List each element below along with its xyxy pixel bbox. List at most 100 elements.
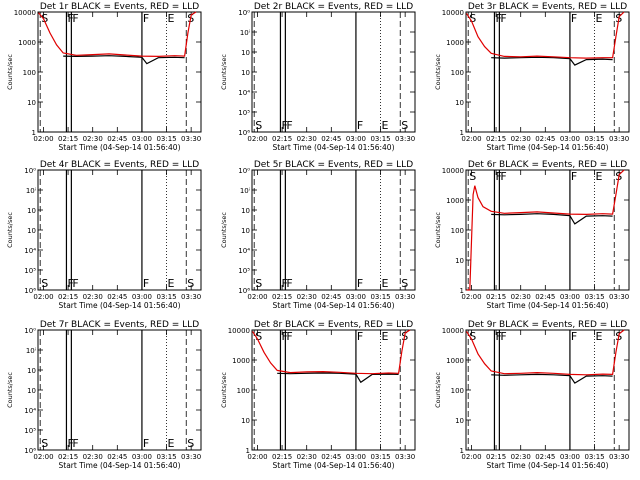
chart-title: Det 5r BLACK = Events, RED = LLD xyxy=(254,160,413,170)
y-axis-label: Counts/sec xyxy=(6,372,14,408)
x-tick-label: 03:15 xyxy=(584,453,604,461)
x-tick-label: 02:45 xyxy=(321,293,341,301)
y-axis-label: Counts/sec xyxy=(220,372,228,408)
event-marker-label: F xyxy=(571,330,577,343)
event-marker-label: S xyxy=(41,437,48,450)
y-tick-label: 10⁳ xyxy=(241,227,250,235)
x-tick-label: 03:00 xyxy=(346,453,366,461)
y-tick-label: 10⁵ xyxy=(238,267,250,275)
y-axis-label: Counts/sec xyxy=(434,212,442,248)
x-tick-label: 02:30 xyxy=(83,135,103,143)
x-tick-label: 02:00 xyxy=(33,135,53,143)
y-tick-label: 10 xyxy=(241,417,250,425)
y-tick-label: 10 xyxy=(455,417,464,425)
event-marker-label: F xyxy=(500,170,506,183)
plot-frame xyxy=(466,170,629,290)
chart-panel-det-9: Det 9r BLACK = Events, RED = LLD 1 10 100 10… xyxy=(434,320,629,470)
series-line-black xyxy=(277,373,398,382)
chart-title: Det 4r BLACK = Events, RED = LLD xyxy=(40,160,199,170)
y-axis-label: Counts/sec xyxy=(220,212,228,248)
event-marker-label: E xyxy=(168,277,175,290)
y-tick-label: 1000 xyxy=(446,39,464,47)
x-tick-label: 03:30 xyxy=(395,453,415,461)
x-tick-label: 02:15 xyxy=(58,135,78,143)
x-tick-label: 02:30 xyxy=(297,135,317,143)
event-marker-label: E xyxy=(596,170,603,183)
x-tick-label: 03:00 xyxy=(132,293,152,301)
y-tick-label: 10000 xyxy=(442,167,464,175)
y-tick-label: 10⁴ xyxy=(238,89,250,97)
event-marker-label: S xyxy=(255,119,262,132)
x-tick-label: 02:00 xyxy=(247,453,267,461)
chart-title: Det 9r BLACK = Events, RED = LLD xyxy=(468,320,627,330)
event-marker-label: E xyxy=(382,277,389,290)
y-tick-label: 10000 xyxy=(442,9,464,17)
x-axis-label: Start Time (04-Sep-14 01:56:40) xyxy=(487,143,609,152)
event-marker-label: S xyxy=(187,277,194,290)
x-tick-label: 02:15 xyxy=(58,293,78,301)
x-tick-label: 03:00 xyxy=(132,135,152,143)
chart-title: Det 6r BLACK = Events, RED = LLD xyxy=(468,160,627,170)
plot-frame xyxy=(252,12,415,132)
chart-title: Det 3r BLACK = Events, RED = LLD xyxy=(468,2,627,12)
y-tick-label: 100 xyxy=(23,69,36,77)
x-tick-label: 03:00 xyxy=(560,453,580,461)
x-tick-label: 02:15 xyxy=(486,135,506,143)
x-tick-label: 03:15 xyxy=(370,293,390,301)
event-marker-label: F xyxy=(357,277,363,290)
y-tick-label: 10⁲ xyxy=(27,367,36,375)
event-marker-label: F xyxy=(286,119,292,132)
event-marker-label: E xyxy=(168,437,175,450)
x-tick-label: 02:30 xyxy=(511,293,531,301)
y-tick-label: 1000 xyxy=(232,357,250,365)
x-axis-label: Start Time (04-Sep-14 01:56:40) xyxy=(59,143,181,152)
x-axis-label: Start Time (04-Sep-14 01:56:40) xyxy=(59,461,181,470)
chart-panel-det-1: Det 1r BLACK = Events, RED = LLD11010010… xyxy=(6,2,201,152)
chart-panel-det-5: Det 5r BLACK = Events, RED = LLD 10⁶ 10⁵ 10… xyxy=(220,160,415,310)
y-tick-label: 10⁲ xyxy=(241,207,250,215)
y-axis-label: Counts/sec xyxy=(6,212,14,248)
y-tick-label: 10000 xyxy=(14,9,36,17)
x-tick-label: 03:00 xyxy=(132,453,152,461)
x-tick-label: 02:45 xyxy=(535,135,555,143)
chart-panel-det-8: Det 8r BLACK = Events, RED = LLD 1 10 100 10… xyxy=(220,320,415,470)
y-tick-label: 10⁳ xyxy=(241,69,250,77)
x-tick-label: 02:45 xyxy=(535,453,555,461)
plot-frame xyxy=(38,330,201,450)
x-tick-label: 03:30 xyxy=(609,453,629,461)
y-tick-label: 10⁴ xyxy=(24,247,36,255)
y-tick-label: 1000 xyxy=(446,197,464,205)
y-axis-label: Counts/sec xyxy=(434,54,442,90)
event-marker-label: S xyxy=(41,277,48,290)
y-tick-label: 10⁲ xyxy=(241,49,250,57)
chart-title: Det 2r BLACK = Events, RED = LLD xyxy=(254,2,413,12)
x-tick-label: 02:45 xyxy=(321,453,341,461)
y-tick-label: 10⁲ xyxy=(27,207,36,215)
x-tick-label: 03:15 xyxy=(370,453,390,461)
y-tick-label: 10⁰ xyxy=(24,167,36,175)
x-tick-label: 03:30 xyxy=(181,453,201,461)
x-tick-label: 03:15 xyxy=(584,293,604,301)
chart-title: Det 7r BLACK = Events, RED = LLD xyxy=(40,320,199,330)
x-tick-label: 02:15 xyxy=(486,453,506,461)
chart-panel-det-7: Det 7r BLACK = Events, RED = LLD10⁶10⁵10… xyxy=(6,320,201,470)
y-tick-label: 1000 xyxy=(446,357,464,365)
x-tick-label: 02:15 xyxy=(486,293,506,301)
y-tick-label: 10 xyxy=(27,99,36,107)
y-tick-label: 10⁵ xyxy=(24,427,36,435)
event-marker-label: E xyxy=(596,330,603,343)
plot-frame xyxy=(466,12,629,132)
y-tick-label: 10⁵ xyxy=(238,109,250,117)
chart-panel-det-6: Det 6r BLACK = Events, RED = LLD 1 10 100 10… xyxy=(434,160,629,310)
y-tick-label: 10ⁱ xyxy=(240,187,250,195)
event-marker-label: E xyxy=(382,330,389,343)
event-marker-label: S xyxy=(401,277,408,290)
x-tick-label: 03:30 xyxy=(181,135,201,143)
x-tick-label: 02:15 xyxy=(272,135,292,143)
plot-frame xyxy=(252,330,415,450)
y-tick-label: 1000 xyxy=(18,39,36,47)
y-tick-label: 10⁰ xyxy=(238,167,250,175)
event-marker-label: S xyxy=(255,277,262,290)
event-marker-label: S xyxy=(469,170,476,183)
x-tick-label: 02:45 xyxy=(321,135,341,143)
